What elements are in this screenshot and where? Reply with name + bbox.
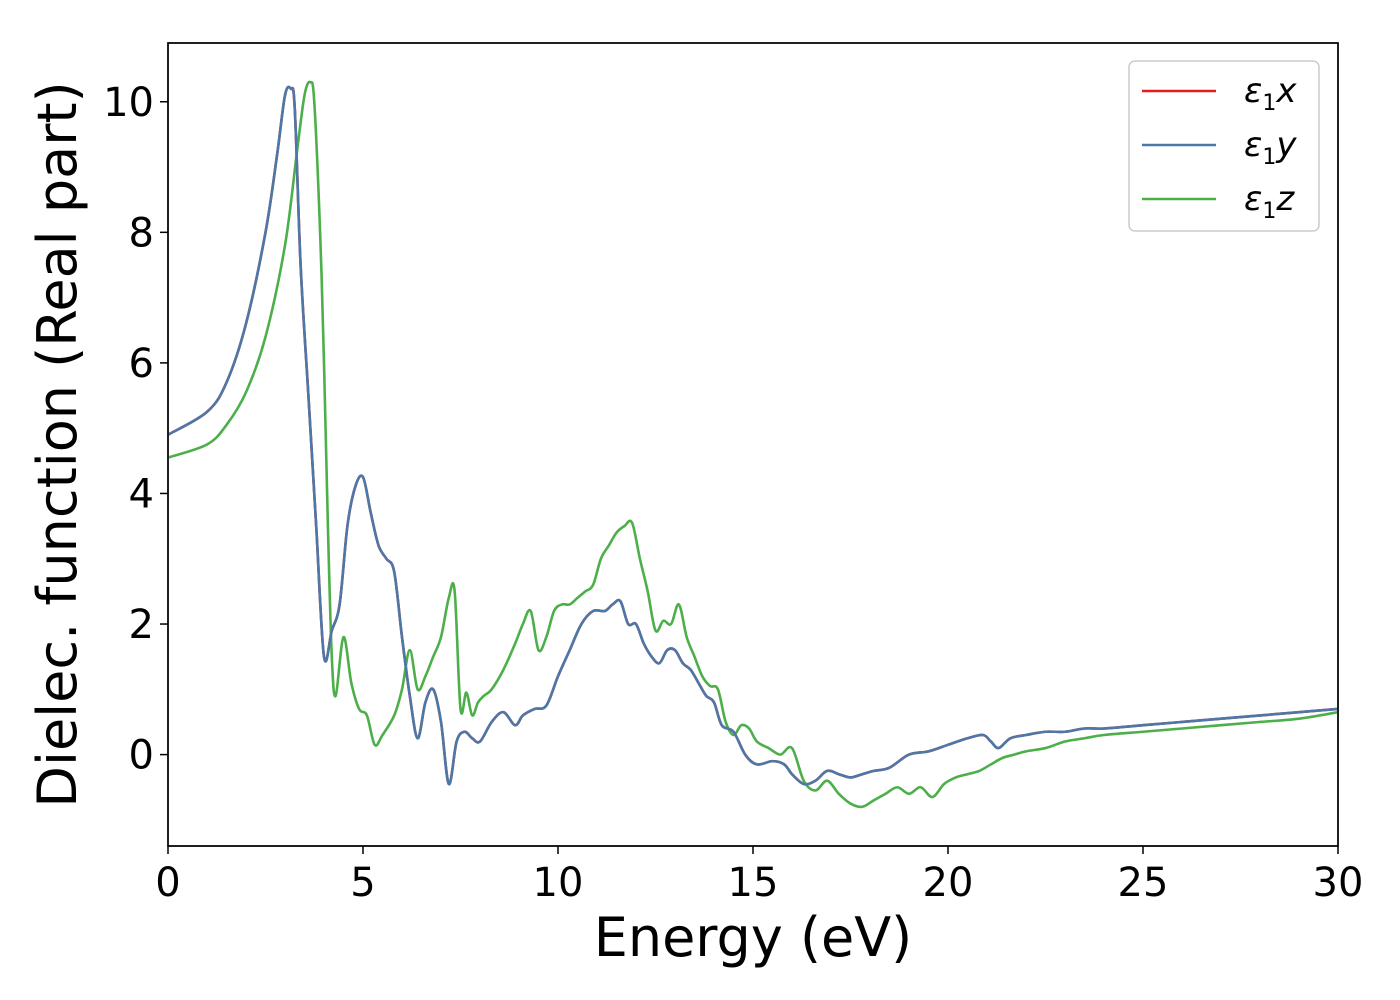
y-axis-label: Dielec. function (Real part): [26, 81, 89, 807]
series-line-z: [168, 80, 1338, 809]
y-tick-label: 10: [103, 80, 154, 126]
x-tick-label: 25: [1118, 860, 1169, 906]
y-axis-ticks: 0 2 4 6 8 10: [103, 80, 168, 779]
x-tick-label: 20: [923, 860, 974, 906]
legend-items: ε1x ε1y ε1z: [1142, 71, 1297, 224]
series-group: [168, 80, 1338, 809]
x-tick-label: 5: [350, 860, 375, 906]
y-tick-label: 6: [129, 341, 154, 387]
legend: ε1x ε1y ε1z: [1128, 60, 1320, 232]
x-tick-label: 15: [728, 860, 779, 906]
y-tick-label: 4: [129, 471, 154, 517]
x-tick-label: 30: [1313, 860, 1364, 906]
legend-label-z: ε1z: [1244, 179, 1295, 224]
legend-box: [1128, 60, 1320, 232]
x-axis-label: Energy (eV): [594, 906, 913, 969]
legend-label-y: ε1y: [1244, 125, 1297, 170]
x-axis-ticks: 0 5 10 15 20 25 30: [155, 846, 1363, 906]
y-tick-label: 2: [129, 602, 154, 648]
plot-frame: [167, 42, 1339, 847]
series-line-y: [168, 85, 1338, 786]
x-tick-label: 0: [155, 860, 180, 906]
y-tick-label: 8: [129, 210, 154, 256]
x-tick-label: 10: [533, 860, 584, 906]
legend-label-x: ε1x: [1244, 71, 1297, 116]
y-tick-label: 0: [129, 733, 154, 779]
